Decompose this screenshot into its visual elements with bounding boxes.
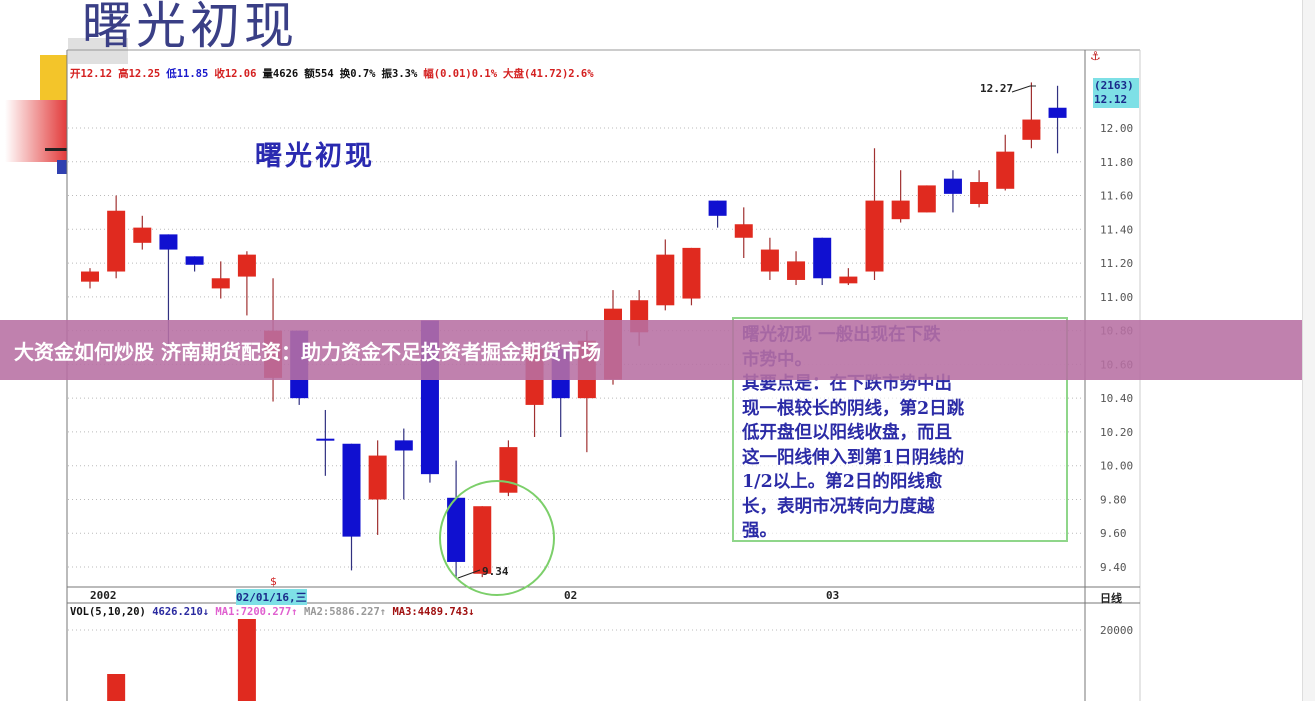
candle-down: [159, 234, 178, 250]
bar-count: (2163): [1094, 79, 1134, 92]
info-item: 振3.3%: [381, 68, 418, 80]
note-line: 长，表明市况转向力度越: [742, 496, 935, 517]
last-price-box: (2163) 12.12: [1093, 78, 1139, 108]
candle-down: [943, 178, 962, 194]
candle-up: [996, 151, 1015, 189]
anchor-icon: ⚓: [1090, 49, 1101, 63]
candle-down: [447, 497, 466, 562]
vol-ma2: MA2:5886.227↑: [303, 606, 387, 618]
y-tick-label: 11.60: [1100, 190, 1133, 203]
y-tick-label: 9.40: [1100, 561, 1127, 574]
info-item: 开12.12: [70, 68, 113, 80]
cursor-marker: $: [270, 575, 277, 588]
decor-red-block: [5, 100, 67, 162]
info-item: 幅(0.01)0.1%: [423, 68, 498, 80]
candle-down: [394, 440, 413, 451]
y-tick-label: 9.60: [1100, 527, 1127, 540]
info-item: 换0.7%: [339, 68, 376, 80]
high-leader: [1011, 85, 1036, 93]
candle-up: [81, 271, 99, 282]
volume-legend: VOL(5,10,20) 4626.210↓ MA1:7200.277↑ MA2…: [70, 606, 475, 618]
decor-blue-block: [57, 160, 67, 174]
candle-up: [211, 278, 230, 289]
note-line: 1/2以上。第2日的阳线愈: [742, 472, 943, 492]
high-annotation: 12.27: [980, 82, 1014, 95]
low-annotation: 9.34: [482, 565, 509, 578]
y-tick-label: 10.40: [1100, 392, 1133, 405]
candle-down: [813, 237, 832, 279]
period-label[interactable]: 日线: [1100, 592, 1122, 605]
candle-up: [839, 276, 858, 284]
date-label: 02: [564, 589, 578, 602]
blurred-logo: [68, 38, 128, 64]
date-label: 2002: [90, 589, 117, 602]
vol-axis-tick: 20000: [1100, 624, 1134, 637]
candle-up: [917, 185, 936, 213]
candle-up: [368, 455, 387, 500]
note-line: 低开盘但以阳线收盘，而且: [742, 423, 952, 443]
chart-sub-title: 曙光初现: [255, 141, 375, 172]
candle-down: [185, 256, 204, 265]
info-item: 收12.06: [214, 68, 257, 80]
note-line: 现一根较长的阴线，第2日跳: [742, 398, 965, 419]
decor-yellow-block: [40, 55, 67, 103]
candle-up: [787, 261, 806, 280]
vol-ma1: MA1:7200.277↑: [215, 606, 298, 618]
scrollbar[interactable]: [1302, 0, 1315, 701]
banner-text[interactable]: 大资金如何炒股 济南期货配资：助力资金不足投资者掘金期货市场: [14, 339, 601, 364]
candle-down: [708, 200, 727, 216]
y-tick-label: 10.20: [1100, 426, 1133, 439]
candle-up: [734, 224, 753, 238]
info-item: 大盘(41.72)2.6%: [503, 68, 594, 80]
highlight-circle: [439, 480, 555, 596]
candle-up: [473, 506, 492, 574]
y-tick-label: 11.20: [1100, 257, 1133, 270]
low-leader: [457, 569, 481, 579]
candle-up: [970, 182, 989, 204]
decor-dash: [45, 148, 67, 151]
info-item: 低11.85: [166, 68, 209, 80]
candle-up: [499, 447, 518, 493]
candle-up: [891, 200, 910, 220]
candle-up: [760, 249, 779, 272]
y-tick-label: 11.00: [1100, 291, 1133, 304]
big-title: 曙光初现: [82, 0, 298, 55]
candle-up: [107, 210, 126, 272]
y-tick-label: 12.00: [1100, 122, 1133, 135]
note-line: 强。: [742, 521, 777, 541]
info-item: 量4626: [262, 68, 299, 80]
y-tick-label: 11.80: [1100, 156, 1133, 169]
candle-up: [682, 247, 701, 299]
vol-ma3: MA3:4489.743↓: [392, 606, 475, 618]
candle-up: [865, 200, 884, 272]
ad-banner[interactable]: 大资金如何炒股 济南期货配资：助力资金不足投资者掘金期货市场: [0, 320, 1315, 380]
info-item: 高12.25: [118, 68, 161, 80]
date-label: 03: [826, 589, 840, 602]
candle-down: [342, 443, 361, 537]
candle-down: [316, 438, 335, 441]
y-tick-label: 11.40: [1100, 223, 1133, 236]
last-price: 12.12: [1094, 93, 1128, 106]
candle-up: [133, 227, 152, 243]
quote-info-bar: 开12.12 高12.25 低11.85 收12.06 量4626 额554 换0.7% 振3…: [70, 66, 600, 81]
volume-bar: [107, 674, 126, 701]
info-item: 额554: [304, 68, 334, 80]
cursor-date-label: 02/01/16,三: [236, 589, 307, 605]
y-tick-label: 9.80: [1100, 493, 1127, 506]
volume-bar: [237, 619, 256, 701]
vol-value: 4626.210↓: [152, 606, 210, 618]
vol-name: VOL(5,10,20): [70, 606, 146, 618]
candle-up: [237, 254, 256, 277]
note-line: 这一阳线伸入到第1日阴线的: [742, 447, 965, 468]
y-tick-label: 10.00: [1100, 460, 1133, 473]
candle-up: [656, 254, 675, 306]
candle-up: [1022, 119, 1041, 140]
candle-down: [1048, 107, 1067, 118]
